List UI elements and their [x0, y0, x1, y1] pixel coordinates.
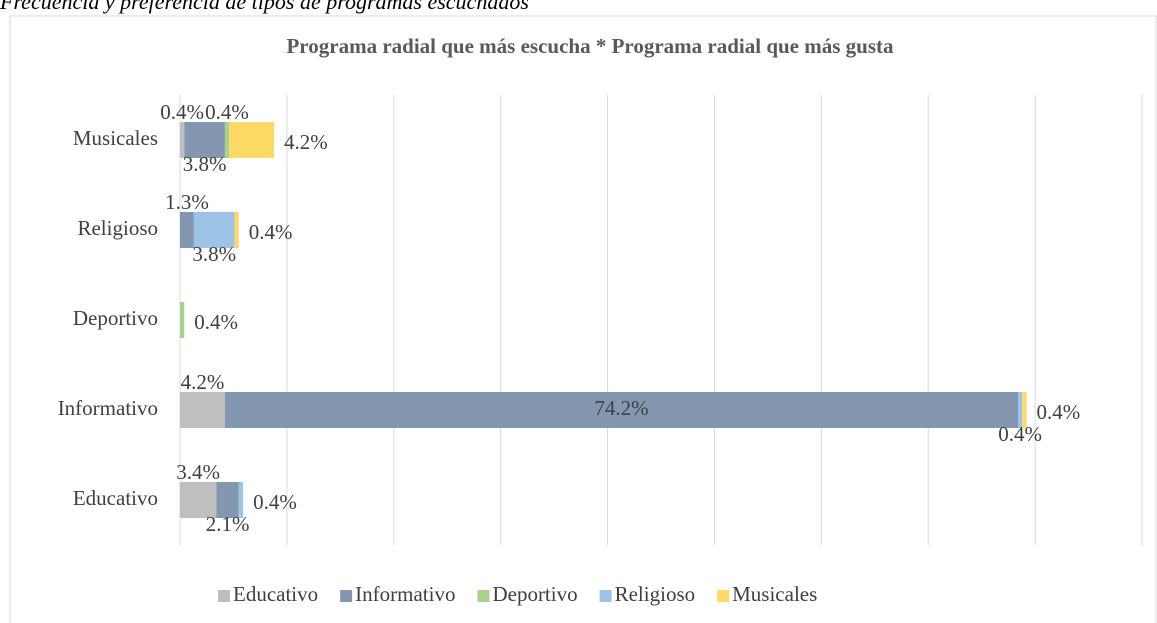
bar-segment: [238, 482, 244, 518]
legend-swatch: [477, 590, 490, 602]
legend-swatch: [218, 590, 230, 602]
bar-segment: [1022, 392, 1027, 428]
bar-segment: [1018, 392, 1023, 428]
y-tick-label: Deportivo: [73, 306, 158, 330]
legend-swatch: [340, 590, 353, 602]
data-label: 0.4%: [998, 422, 1042, 446]
legend-label: Informativo: [355, 582, 455, 606]
bar-segment: [229, 122, 275, 158]
y-tick-label: Educativo: [73, 486, 158, 510]
legend-swatch: [599, 590, 612, 602]
y-tick-label: Musicales: [73, 126, 158, 150]
legend-label: Deportivo: [492, 582, 577, 606]
legend-swatch: [717, 590, 730, 602]
bar-segment: [224, 392, 1019, 428]
legend-label: Religioso: [615, 582, 696, 606]
chart-title: Programa radial que más escucha * Progra…: [286, 34, 894, 58]
legend-label: Musicales: [732, 582, 817, 606]
bar-segment: [234, 212, 239, 248]
data-label: 4.2%: [284, 130, 328, 154]
data-label: 3.8%: [183, 152, 227, 176]
data-label: 0.4%: [1037, 400, 1081, 424]
data-label: 4.2%: [181, 370, 225, 394]
bar-segment: [193, 212, 235, 248]
caption: Frecuencia y preferencia de tipos de pro…: [0, 0, 529, 14]
chart-frame: [9, 15, 1157, 623]
data-label: 0.4%: [249, 220, 293, 244]
bar-segment: [180, 122, 185, 158]
bar-segment: [180, 302, 185, 338]
bar-segment: [180, 212, 194, 248]
data-label: 0.4%: [253, 490, 297, 514]
data-label: 74.2%: [594, 396, 648, 420]
data-label: 0.4%: [194, 310, 238, 334]
bar-segment: [216, 482, 239, 518]
bar-segment: [180, 392, 225, 428]
y-tick-label: Religioso: [77, 216, 158, 240]
data-label: 3.4%: [176, 460, 220, 484]
legend-label: Educativo: [233, 582, 318, 606]
bar-segment: [224, 122, 230, 158]
data-label: 3.8%: [192, 242, 236, 266]
y-tick-label: Informativo: [58, 396, 158, 420]
bar-segment: [180, 482, 217, 518]
data-label: 1.3%: [165, 190, 209, 214]
data-label: 0.4%: [160, 100, 204, 124]
data-label: 0.4%: [205, 100, 249, 124]
bar-segment: [184, 122, 225, 158]
